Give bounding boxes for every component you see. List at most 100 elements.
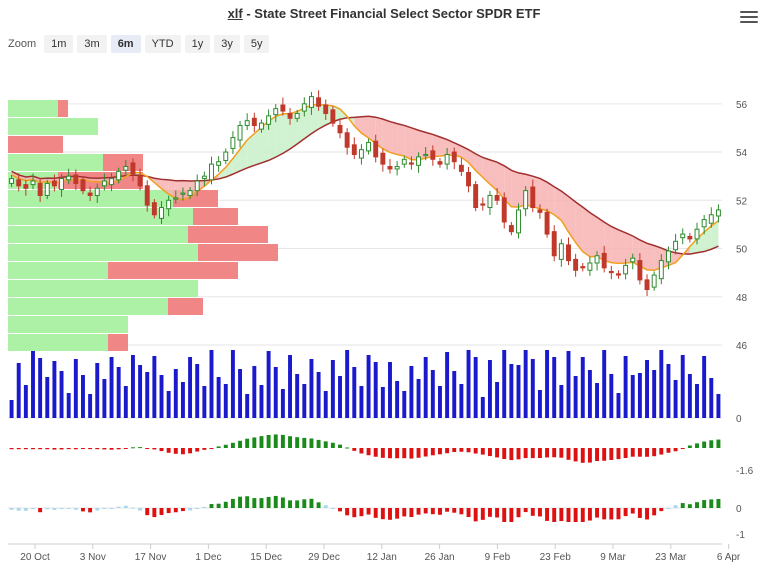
oscillator-2-bar xyxy=(238,496,243,508)
cloud-segment xyxy=(368,116,376,144)
ticker-link[interactable]: xlf xyxy=(227,6,243,21)
volume-profile-sell xyxy=(8,136,63,153)
oscillator-1-bar xyxy=(130,447,135,449)
cloud-segment xyxy=(447,139,455,156)
oscillator-1-bar xyxy=(345,447,350,449)
oscillator-1-bar xyxy=(388,448,392,459)
menu-icon[interactable] xyxy=(740,11,758,25)
candle-body xyxy=(665,250,671,263)
oscillator-2-axis-label: -1 xyxy=(736,530,745,541)
oscillator-2-bar xyxy=(609,508,614,520)
oscillator-2-bar xyxy=(452,508,457,513)
candle-body xyxy=(344,132,350,148)
oscillator-2-bar xyxy=(545,508,550,521)
oscillator-1-bar xyxy=(380,448,385,458)
oscillator-2-bar xyxy=(502,508,507,522)
candle-body xyxy=(651,274,657,288)
zoom-6m-button[interactable]: 6m xyxy=(110,35,141,53)
volume-bar xyxy=(473,357,478,418)
volume-bar xyxy=(138,365,143,418)
oscillator-1-bar xyxy=(9,448,14,450)
zoom-1m-button[interactable]: 1m xyxy=(44,35,74,53)
volume-axis-label: 0 xyxy=(736,414,742,425)
volume-bar xyxy=(530,359,535,418)
oscillator-2-bar xyxy=(88,508,93,513)
volume-bar xyxy=(323,391,328,418)
oscillator-2-bar xyxy=(487,508,492,517)
candle-body xyxy=(159,207,164,219)
y-tick-label: 56 xyxy=(736,100,748,111)
oscillator-2-bar xyxy=(23,508,28,511)
oscillator-2-bar xyxy=(630,508,635,514)
volume-bar xyxy=(180,382,185,418)
candle-body xyxy=(287,112,293,119)
volume-bar xyxy=(616,393,621,418)
candle-body xyxy=(437,161,443,165)
candle-body xyxy=(137,175,143,187)
oscillator-2-bar xyxy=(695,502,699,508)
candle-body xyxy=(73,174,79,184)
volume-bar xyxy=(388,362,392,418)
cloud-segment xyxy=(554,186,562,221)
volume-profile-sell xyxy=(168,298,203,315)
oscillator-2-bar xyxy=(159,508,164,516)
oscillator-2-axis-label: 0 xyxy=(736,504,742,515)
cloud-segment xyxy=(704,226,712,252)
volume-bar xyxy=(602,350,607,418)
zoom-ytd-button[interactable]: YTD xyxy=(144,35,181,53)
oscillator-1-bar xyxy=(509,448,514,461)
oscillator-1-bar xyxy=(438,448,442,455)
candle-body xyxy=(66,175,72,181)
oscillator-2-bar xyxy=(152,508,157,518)
cloud-segment xyxy=(575,201,583,252)
oscillator-2-bar xyxy=(59,508,64,509)
oscillator-2-bar xyxy=(645,508,649,520)
volume-profile-sell xyxy=(108,334,128,351)
volume-bar xyxy=(673,380,678,418)
cloud-segment xyxy=(161,179,169,195)
volume-bar xyxy=(280,389,285,418)
oscillator-1-bar xyxy=(573,448,578,462)
oscillator-1-bar xyxy=(309,438,314,448)
oscillator-1-bar xyxy=(280,434,285,448)
oscillator-1-bar xyxy=(173,448,178,454)
cloud-segment xyxy=(32,176,41,183)
volume-bar xyxy=(338,376,342,418)
candle-body xyxy=(701,219,707,228)
volume-profile xyxy=(8,100,278,351)
volume-bar xyxy=(587,370,592,418)
oscillator-1-bar xyxy=(138,447,143,449)
cloud-segment xyxy=(247,133,255,168)
oscillator-1-bar xyxy=(180,448,185,455)
volume-bar xyxy=(409,366,414,418)
candle-body xyxy=(301,103,307,112)
cloud-segment xyxy=(482,157,490,185)
cloud-segment xyxy=(711,220,719,250)
volume-bar xyxy=(352,367,357,418)
y-tick-label: 46 xyxy=(736,341,748,352)
zoom-1y-button[interactable]: 1y xyxy=(184,35,211,53)
oscillator-2-bar xyxy=(552,508,557,522)
volume-bar xyxy=(716,394,721,418)
candle-body xyxy=(294,112,300,119)
zoom-3y-button[interactable]: 3y xyxy=(214,35,240,53)
candle-body xyxy=(94,187,100,196)
oscillator-1-bar xyxy=(402,448,407,459)
volume-bar xyxy=(109,357,114,418)
volume-bar xyxy=(487,360,492,418)
zoom-5y-button[interactable]: 5y xyxy=(243,35,270,53)
candle-body xyxy=(266,115,272,125)
oscillator-2-bar xyxy=(438,508,442,515)
volume-profile-buy xyxy=(8,280,198,297)
x-tick-label: 9 Feb xyxy=(485,552,511,563)
volume-bar xyxy=(166,391,171,418)
oscillator-1-bar xyxy=(159,448,164,452)
zoom-3m-button[interactable]: 3m xyxy=(77,35,107,53)
cloud-segment xyxy=(689,238,698,255)
candle-body xyxy=(530,186,536,209)
oscillator-1-bar xyxy=(223,444,228,448)
candle-body xyxy=(551,231,557,257)
volume-bar xyxy=(16,363,21,418)
volume-bar xyxy=(302,384,307,418)
